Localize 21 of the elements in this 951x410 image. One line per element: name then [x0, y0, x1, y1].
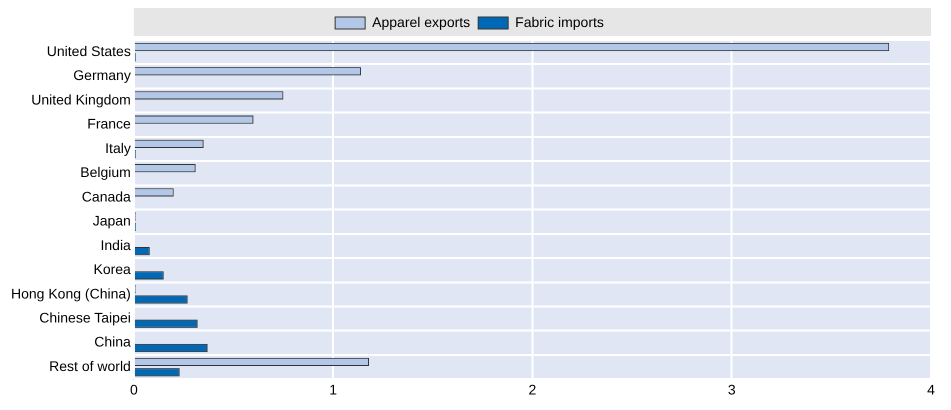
y-tick-label: Korea: [93, 261, 132, 278]
y-tick-label: China: [94, 334, 132, 350]
legend-label: Fabric imports: [515, 14, 604, 30]
y-tick-label: Canada: [82, 188, 132, 204]
x-tick-label: 2: [528, 381, 537, 398]
x-tick-label: 4: [927, 381, 936, 398]
y-tick-label: Italy: [105, 140, 131, 156]
y-tick-label: United States: [46, 42, 131, 59]
y-tick-label: Rest of world: [49, 358, 131, 374]
y-tick-label: Chinese Taipei: [39, 309, 131, 326]
x-tick-label: 3: [728, 381, 736, 398]
y-tick-label: United Kingdom: [31, 91, 131, 108]
y-tick-label: Belgium: [80, 164, 131, 180]
y-tick-label: Japan: [92, 212, 131, 229]
y-tick-label: France: [87, 116, 132, 132]
y-tick-label: Germany: [73, 67, 131, 84]
x-tick-label: 1: [329, 381, 338, 398]
y-tick-label: India: [100, 236, 132, 253]
x-tick-label: 0: [130, 381, 138, 398]
y-tick-label: Hong Kong (China): [10, 285, 131, 302]
legend-label: Apparel exports: [372, 14, 470, 30]
